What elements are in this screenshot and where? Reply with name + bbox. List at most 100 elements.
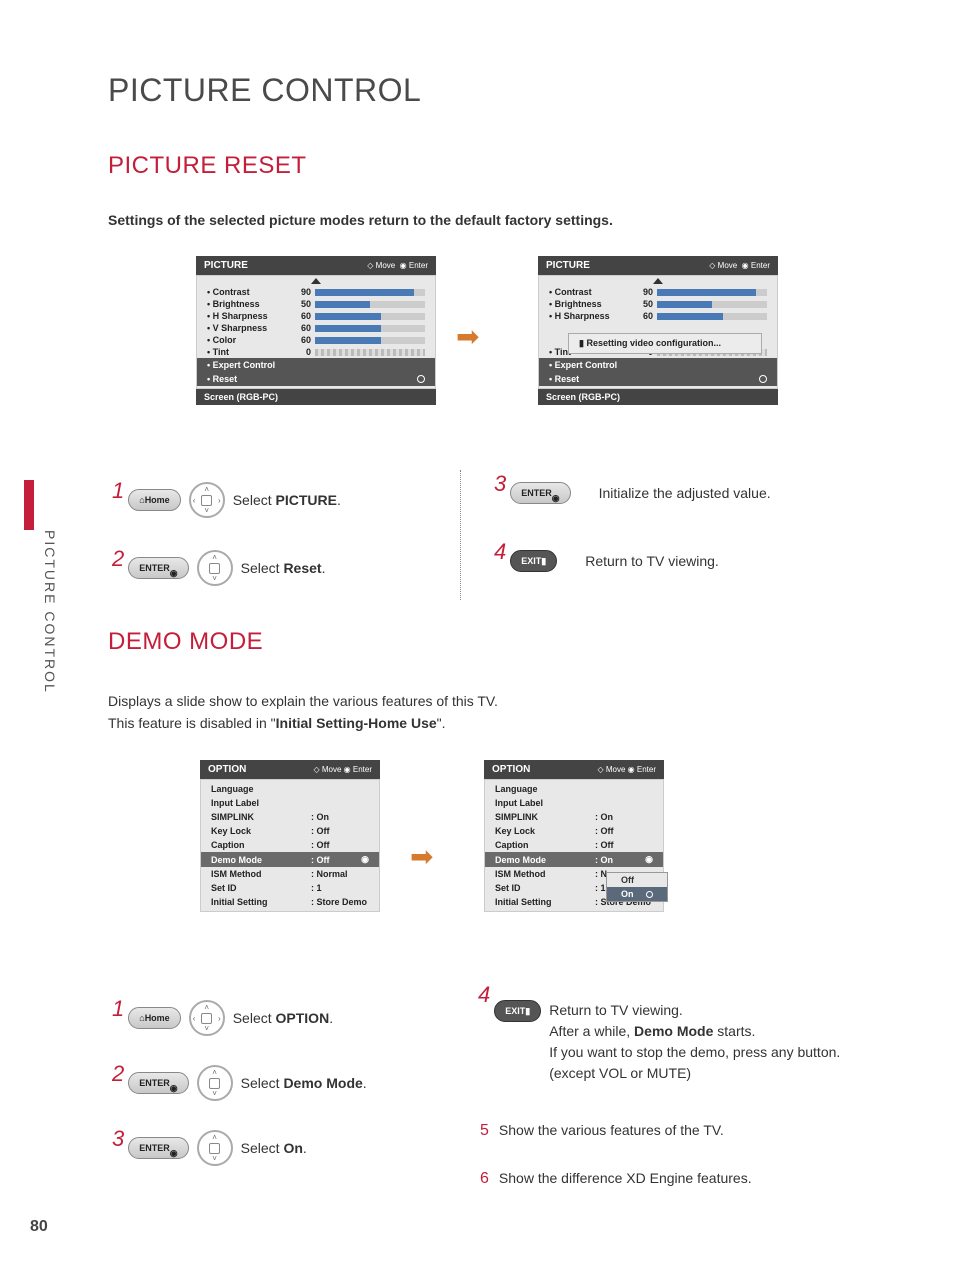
submenu-off: Off	[607, 873, 667, 887]
row-demo-mode: Demo Mode: Off◉	[201, 852, 379, 867]
osd-hint: ◇ Move ◉ Enter	[598, 765, 657, 774]
osd-title: OPTION	[208, 764, 246, 775]
row-caption: Caption: Off	[485, 838, 663, 852]
submenu-demo-mode: Off On	[606, 872, 668, 902]
row-brightness: • Brightness50	[197, 298, 435, 310]
step-2: 2 ENTER◉ ˄˅ Select Demo Mode.	[112, 1065, 367, 1101]
osd-title: PICTURE	[546, 260, 590, 271]
osd-body: • Contrast90 • Brightness50 • H Sharpnes…	[196, 275, 436, 389]
row-input-label: Input Label	[485, 796, 663, 810]
row-ism: ISM Method: Normal	[201, 867, 379, 881]
nav-pad-icon[interactable]: ˄˅	[197, 1130, 233, 1166]
osd-body: • Contrast90 • Brightness50 • H Sharpnes…	[538, 275, 778, 389]
osd-header: OPTION ◇ Move ◉ Enter	[484, 760, 664, 779]
step-5: 5 Show the various features of the TV.	[480, 1122, 724, 1140]
scroll-up-icon	[653, 278, 663, 284]
step-4: 4 EXIT▮ Return to TV viewing.	[494, 550, 719, 572]
arrow-right-icon: ➡	[410, 840, 433, 873]
step-1: 1 ⌂ Home ˄˅‹› Select OPTION.	[112, 1000, 333, 1036]
divider	[460, 470, 461, 600]
row-hsharp: • H Sharpness60	[539, 310, 777, 322]
section-demo-mode-title: DEMO MODE	[108, 628, 263, 656]
intro-line-2: This feature is disabled in "Initial Set…	[108, 712, 498, 734]
row-keylock: Key Lock: Off	[485, 824, 663, 838]
osd-header: PICTURE ◇ Move ◉ Enter	[196, 256, 436, 275]
side-label: PICTURE CONTROL	[42, 530, 58, 694]
osd-title: OPTION	[492, 764, 530, 775]
step-number: 1	[112, 996, 124, 1022]
picture-reset-intro: Settings of the selected picture modes r…	[108, 212, 613, 228]
step-number: 3	[112, 1126, 124, 1152]
step-text: Select On.	[241, 1140, 307, 1156]
side-accent-bar	[24, 480, 34, 530]
nav-pad-icon[interactable]: ˄˅‹›	[189, 482, 225, 518]
step-number: 4	[494, 539, 506, 565]
row-reset: • Reset	[197, 372, 435, 386]
step-text: Select Reset.	[241, 560, 326, 576]
osd-footer: Screen (RGB-PC)	[196, 389, 436, 405]
home-button[interactable]: ⌂ Home	[128, 1007, 180, 1029]
row-vsharp: • V Sharpness60	[197, 322, 435, 334]
step-1: 1 ⌂ Home ˄˅‹› Select PICTURE.	[112, 482, 341, 518]
row-expert: • Expert Control	[539, 358, 777, 372]
step-3: 3 ENTER◉ Initialize the adjusted value.	[494, 482, 771, 504]
step-number: 2	[112, 1061, 124, 1087]
osd-title: PICTURE	[204, 260, 248, 271]
step-3: 3 ENTER◉ ˄˅ Select On.	[112, 1130, 307, 1166]
step-4: 4 EXIT▮ Return to TV viewing. After a wh…	[478, 1000, 840, 1084]
step-number: 1	[112, 478, 124, 504]
row-reset: • Reset	[539, 372, 777, 386]
step-text: Select OPTION.	[233, 1010, 333, 1026]
osd-header: PICTURE ◇ Move ◉ Enter	[538, 256, 778, 275]
demo-mode-intro: Displays a slide show to explain the var…	[108, 690, 498, 735]
page-title: PICTURE CONTROL	[108, 72, 421, 109]
step-text: Initialize the adjusted value.	[599, 485, 771, 501]
scroll-up-icon	[311, 278, 321, 284]
nav-pad-icon[interactable]: ˄˅	[197, 1065, 233, 1101]
osd-picture-left: PICTURE ◇ Move ◉ Enter • Contrast90 • Br…	[196, 256, 436, 405]
row-language: Language	[485, 782, 663, 796]
enter-button[interactable]: ENTER◉	[128, 1137, 188, 1159]
submenu-on: On	[607, 887, 667, 901]
row-keylock: Key Lock: Off	[201, 824, 379, 838]
step-6: 6 Show the difference XD Engine features…	[480, 1170, 752, 1188]
osd-footer: Screen (RGB-PC)	[538, 389, 778, 405]
osd-hint: ◇ Move ◉ Enter	[709, 261, 770, 270]
row-demo-mode: Demo Mode: On◉	[485, 852, 663, 867]
row-input-label: Input Label	[201, 796, 379, 810]
step-text: Return to TV viewing.	[585, 553, 719, 569]
step-text: Select Demo Mode.	[241, 1075, 367, 1091]
osd-picture-right: PICTURE ◇ Move ◉ Enter • Contrast90 • Br…	[538, 256, 778, 405]
enter-button[interactable]: ENTER◉	[510, 482, 570, 504]
row-color: • Color60	[197, 334, 435, 346]
row-contrast: • Contrast90	[197, 286, 435, 298]
step-text: Show the various features of the TV.	[499, 1122, 724, 1140]
step-number: 6	[480, 1170, 489, 1188]
step-number: 2	[112, 546, 124, 572]
enter-button[interactable]: ENTER◉	[128, 557, 188, 579]
page-number: 80	[30, 1218, 48, 1236]
row-brightness: • Brightness50	[539, 298, 777, 310]
row-initial: Initial Setting: Store Demo	[201, 895, 379, 909]
enter-button[interactable]: ENTER◉	[128, 1072, 188, 1094]
popup-resetting: ▮ Resetting video configuration...	[568, 333, 762, 354]
osd-option-left: OPTION ◇ Move ◉ Enter Language Input Lab…	[200, 760, 380, 912]
exit-button[interactable]: EXIT▮	[510, 550, 557, 572]
radio-icon	[759, 375, 767, 383]
step-text: Show the difference XD Engine features.	[499, 1170, 752, 1188]
row-expert: • Expert Control	[197, 358, 435, 372]
step-number: 5	[480, 1122, 489, 1140]
home-button[interactable]: ⌂ Home	[128, 489, 180, 511]
radio-icon	[417, 375, 425, 383]
nav-pad-icon[interactable]: ˄˅	[197, 550, 233, 586]
row-hsharp: • H Sharpness60	[197, 310, 435, 322]
osd-hint: ◇ Move ◉ Enter	[314, 765, 373, 774]
row-setid: Set ID: 1	[201, 881, 379, 895]
osd-body: Language Input Label SIMPLINK: On Key Lo…	[200, 779, 380, 912]
step-number: 3	[494, 471, 506, 497]
step-number: 4	[478, 982, 490, 1008]
nav-pad-icon[interactable]: ˄˅‹›	[189, 1000, 225, 1036]
exit-button[interactable]: EXIT▮	[494, 1000, 541, 1022]
section-picture-reset-title: PICTURE RESET	[108, 152, 307, 180]
step-2: 2 ENTER◉ ˄˅ Select Reset.	[112, 550, 325, 586]
